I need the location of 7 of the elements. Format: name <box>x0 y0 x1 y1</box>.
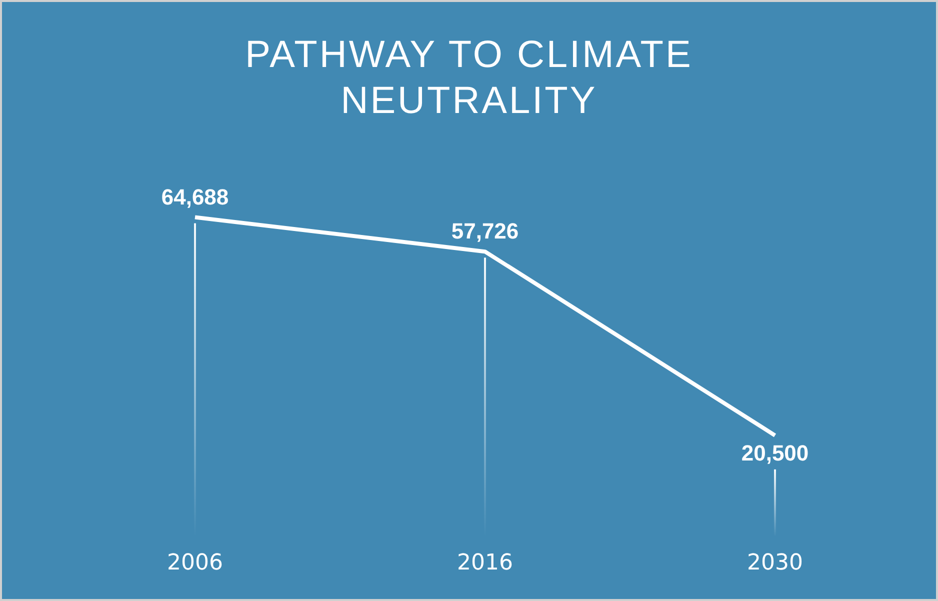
x-tick-label: 2006 <box>167 550 223 576</box>
chart-title: PATHWAY TO CLIMATE NEUTRALITY <box>244 33 694 124</box>
data-label: 20,500 <box>741 440 809 466</box>
data-label: 57,726 <box>451 218 519 244</box>
x-tick-label: 2016 <box>457 550 513 576</box>
x-tick-label: 2030 <box>747 550 803 576</box>
data-label: 64,688 <box>161 184 229 210</box>
